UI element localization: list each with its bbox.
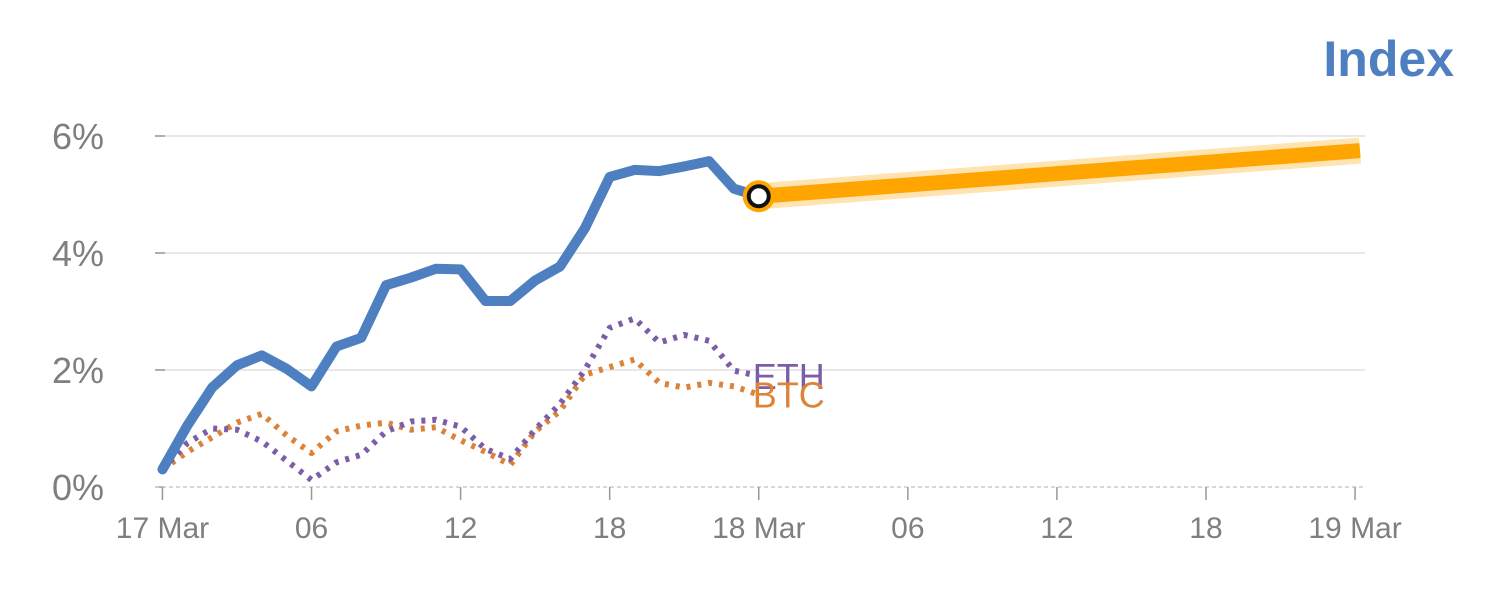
btc-line [160,356,760,472]
x-tick-label: 18 [593,512,626,545]
grid-layer [155,135,1365,371]
x-tick-label: 18 Mar [712,512,805,545]
btc-series-label: BTC [753,375,825,416]
projection-line [758,143,1361,204]
index-line [157,156,764,475]
x-tick-label: 19 Mar [1308,512,1401,545]
x-tick-label: 12 [1040,512,1073,545]
eth-series-label: ETH [753,356,825,397]
x-tick-label: 12 [444,512,477,545]
y-tick-label: 6% [52,116,104,157]
current-value-marker-center [746,184,771,209]
x-tick-label: 18 [1189,512,1222,545]
y-tick-label: 0% [52,467,104,508]
eth-line [160,315,760,483]
x-tick-label: 06 [295,512,328,545]
chart-title: Index [1323,31,1454,87]
x-tick-label: 06 [891,512,924,545]
y-tick-label: 4% [52,233,104,274]
axis-layer: 0% 2% 4% 6% 17 Mar 06 12 18 18 Mar 06 12 18 19 Mar [52,116,1402,545]
series-layer [157,137,1361,483]
x-tick-label: 17 Mar [116,512,209,545]
y-tick-label: 2% [52,350,104,391]
